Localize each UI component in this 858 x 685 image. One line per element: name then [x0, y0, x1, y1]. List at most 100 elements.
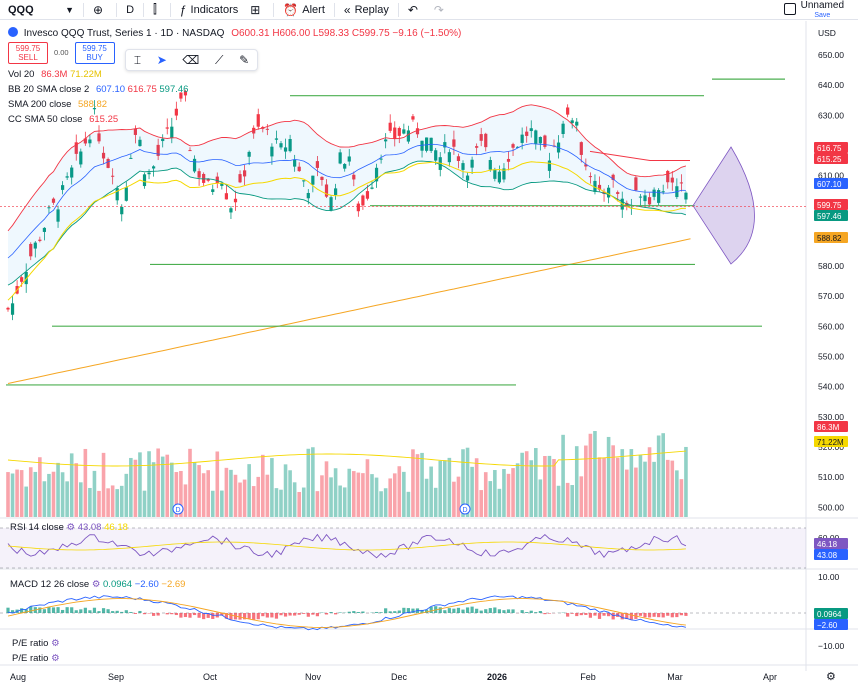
rsi-settings-icon[interactable]: ⚙ [66, 522, 76, 533]
candle-body [666, 170, 670, 183]
candle-body [406, 130, 410, 142]
volume-bar [433, 487, 438, 517]
volume-bar [547, 455, 552, 517]
volume-bar [220, 490, 224, 517]
compare-button[interactable]: ⊕ [87, 0, 113, 20]
price-tick-label: 530.00 [818, 412, 844, 422]
alert-button[interactable]: ⏰ Alert [277, 0, 331, 20]
volume-bar [51, 471, 56, 517]
rsi-legend: RSI 14 close ⚙ 43.08 46.18 [10, 522, 128, 533]
buy-label: BUY [86, 53, 103, 62]
volume-bar [443, 460, 447, 517]
macd-histogram-bar [661, 613, 665, 618]
volume-bar [170, 462, 174, 517]
candle-body [192, 158, 197, 172]
buy-button[interactable]: 599.75 BUY [74, 42, 115, 64]
macd-histogram-bar [607, 613, 611, 617]
volume-bar [188, 448, 192, 517]
volume-bar [602, 457, 606, 517]
volume-bar [565, 482, 570, 517]
candle-body [443, 142, 447, 148]
save-link[interactable]: Save [814, 12, 831, 19]
undo-button[interactable]: ↶ [402, 0, 428, 20]
pe-settings-icon[interactable]: ⚙ [51, 638, 60, 649]
divider [143, 2, 145, 17]
candle-body [79, 151, 83, 165]
volume-bar [638, 455, 643, 517]
candle-body [279, 143, 283, 148]
macd-label: MACD 12 26 close [10, 579, 90, 590]
eraser-tool-icon[interactable]: ⌫ [182, 53, 200, 67]
macd-histogram-bar [224, 613, 228, 619]
volume-bar [160, 456, 165, 517]
volume-bar [283, 464, 288, 517]
candle-body [270, 146, 274, 157]
candles-icon: ⫿ [153, 2, 157, 16]
macd-histogram-bar [6, 607, 10, 613]
volume-bar [406, 491, 411, 517]
candle-body [202, 173, 206, 183]
macd-tick-label: −10.00 [818, 641, 845, 651]
macd-histogram-bar [83, 607, 87, 613]
macd-histogram-bar [138, 610, 142, 613]
cursor-tool-icon[interactable]: ➤ [156, 53, 167, 67]
sell-button[interactable]: 599.75 SELL [8, 42, 48, 64]
volume-bar [342, 487, 347, 517]
price-badge-label: 71.22M [817, 438, 844, 447]
macd-histogram-bar [588, 613, 592, 618]
macd-histogram-bar [206, 613, 210, 618]
volume-bar [297, 491, 301, 517]
candle-body [324, 184, 329, 197]
interval-button[interactable]: D [120, 0, 140, 20]
layout-name-button[interactable]: Unnamed Save [801, 0, 844, 21]
pe-legend-2: P/E ratio ⚙ [12, 653, 60, 664]
templates-button[interactable]: ⊞ [244, 0, 270, 20]
volume-bar [247, 464, 251, 517]
macd-histogram-bar [38, 607, 42, 613]
macd-histogram-bar [129, 611, 133, 613]
text-tool-icon[interactable]: ⌶ [133, 52, 142, 67]
volume-bar [383, 488, 388, 517]
chart-canvas[interactable]: DD650.00640.00630.00620.00610.00600.0059… [0, 21, 858, 685]
symbol-search[interactable]: QQQ ▼ [0, 0, 80, 20]
line-tool-icon[interactable]: ⟋ [215, 52, 224, 67]
price-tick-label: 630.00 [818, 110, 844, 120]
candle-body [520, 134, 524, 143]
candle-body [502, 168, 506, 180]
interval-text: D [126, 3, 135, 16]
indicators-button[interactable]: ƒ Indicators [174, 0, 244, 20]
price-tick-label: 560.00 [818, 321, 844, 331]
volume-bar [138, 452, 142, 517]
candle-body [652, 189, 656, 197]
volume-bar [470, 466, 474, 517]
volume-bar [165, 454, 170, 517]
candle-body [320, 176, 324, 180]
macd-histogram-bar [311, 613, 315, 615]
macd-settings-icon[interactable]: ⚙ [91, 579, 101, 590]
volume-bar [147, 451, 151, 517]
volume-bar [60, 472, 65, 517]
replay-button[interactable]: « Replay [338, 0, 395, 20]
candle-body [10, 303, 15, 315]
volume-bar [238, 482, 242, 517]
redo-button[interactable]: ↷ [428, 0, 454, 20]
pe-settings-icon[interactable]: ⚙ [51, 653, 60, 664]
brush-tool-icon[interactable]: ✎ [239, 53, 250, 67]
layout-checkbox[interactable] [784, 3, 796, 15]
volume-bar [483, 472, 488, 517]
divider [116, 2, 118, 17]
chart-area[interactable]: DD650.00640.00630.00620.00610.00600.0059… [0, 21, 858, 685]
macd-histogram-bar [488, 608, 492, 613]
macd-histogram-bar [547, 613, 552, 614]
candle-body [579, 142, 583, 155]
candle-body [306, 192, 310, 199]
dividend-marker [172, 503, 184, 515]
macd-histogram-bar [593, 613, 597, 616]
chart-type-button[interactable]: ⫿ [147, 0, 167, 20]
macd-histogram-bar [584, 613, 588, 615]
macd-histogram-bar [620, 613, 624, 620]
sma200-line [7, 238, 691, 384]
macd-histogram-bar [670, 613, 674, 618]
symbol-text: QQQ [8, 3, 34, 16]
settings-gear-icon[interactable]: ⚙ [826, 671, 836, 683]
